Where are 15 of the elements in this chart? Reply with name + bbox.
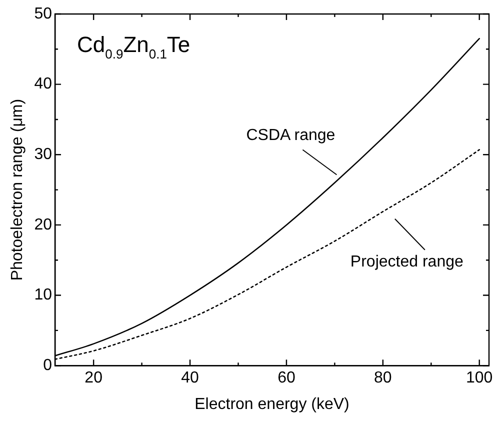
x-tick-label: 40 bbox=[181, 370, 200, 387]
y-tick-label: 50 bbox=[34, 5, 52, 22]
x-tick-label: 60 bbox=[278, 370, 296, 387]
y-tick-label: 10 bbox=[34, 286, 52, 304]
y-tick-label: 0 bbox=[43, 357, 52, 374]
x-tick-label: 20 bbox=[84, 370, 103, 387]
x-tick-label: 100 bbox=[466, 370, 493, 387]
y-tick-label: 30 bbox=[34, 146, 52, 164]
y-axis-title: Photoelectron range (μm) bbox=[9, 98, 26, 281]
annotation: CSDA range bbox=[246, 127, 336, 144]
x-tick-label: 80 bbox=[374, 370, 392, 387]
y-tick-label: 20 bbox=[34, 216, 52, 234]
annotation: Projected range bbox=[350, 253, 464, 270]
y-tick-label: 40 bbox=[34, 76, 52, 93]
x-axis-title: Electron energy (keV) bbox=[194, 396, 350, 413]
